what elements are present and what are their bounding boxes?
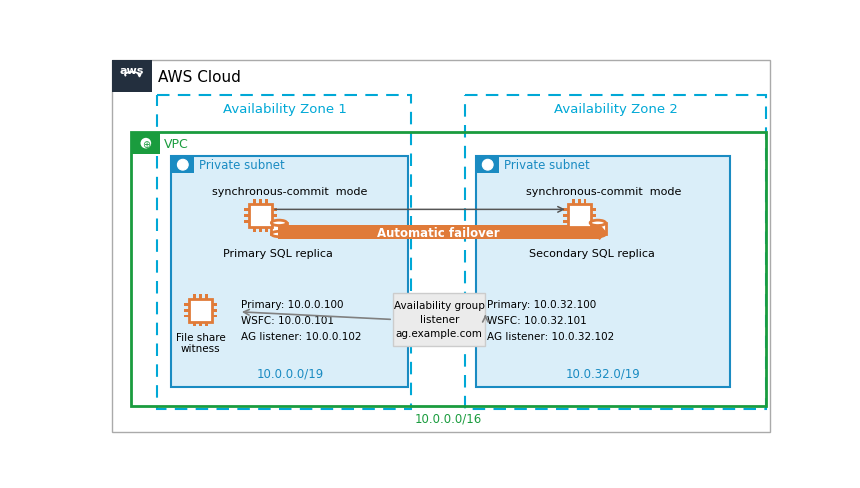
Bar [259, 200, 262, 204]
Bar [200, 294, 202, 299]
Bar [254, 227, 256, 232]
Text: ⊕: ⊕ [484, 162, 491, 171]
Bar [465, 96, 765, 409]
Bar [393, 293, 485, 346]
Text: AWS Cloud: AWS Cloud [158, 69, 241, 84]
Bar [591, 209, 595, 212]
Bar [563, 221, 568, 223]
Text: synchronous-commit  mode: synchronous-commit mode [525, 186, 681, 197]
Bar [184, 304, 189, 306]
Bar [205, 294, 207, 299]
Bar [171, 157, 194, 174]
Text: 10.0.0.0/16: 10.0.0.0/16 [415, 412, 482, 425]
Ellipse shape [590, 221, 605, 226]
Bar [259, 227, 262, 232]
Text: 10.0.32.0/19: 10.0.32.0/19 [566, 367, 641, 380]
Bar [171, 157, 408, 387]
Bar [272, 215, 277, 218]
Text: ⊕: ⊕ [180, 162, 186, 171]
Bar [184, 315, 189, 318]
Bar [265, 200, 267, 204]
Bar [244, 215, 249, 218]
Text: synchronous-commit  mode: synchronous-commit mode [212, 186, 367, 197]
Bar [205, 322, 207, 327]
Text: Primary: 10.0.0.100
WSFC: 10.0.0.101
AG listener: 10.0.0.102: Primary: 10.0.0.100 WSFC: 10.0.0.101 AG … [241, 300, 361, 341]
Text: Availability Zone 1: Availability Zone 1 [223, 103, 347, 116]
Bar [184, 309, 189, 312]
Bar [194, 322, 196, 327]
Bar [568, 204, 591, 227]
Bar [272, 224, 286, 235]
Bar [563, 215, 568, 218]
Bar [584, 227, 587, 232]
Bar [563, 209, 568, 212]
Bar [591, 221, 595, 223]
Ellipse shape [272, 221, 286, 226]
Circle shape [482, 160, 493, 171]
Bar [476, 157, 730, 387]
Circle shape [177, 160, 188, 171]
Bar [272, 221, 277, 223]
Text: Primary SQL replica: Primary SQL replica [224, 248, 333, 258]
Ellipse shape [272, 232, 286, 237]
Bar [212, 309, 217, 312]
Ellipse shape [590, 232, 605, 237]
Text: Automatic failover: Automatic failover [378, 226, 500, 239]
Bar [132, 133, 161, 155]
Bar [584, 200, 587, 204]
Bar [278, 225, 599, 240]
Bar [572, 200, 575, 204]
Text: aws: aws [120, 66, 144, 76]
Text: Private subnet: Private subnet [504, 159, 590, 172]
Bar [254, 200, 256, 204]
Bar [200, 322, 202, 327]
Bar [132, 133, 765, 407]
Bar [244, 221, 249, 223]
Text: Secondary SQL replica: Secondary SQL replica [529, 248, 654, 258]
Bar [212, 315, 217, 318]
Text: Availability group
listener
ag.example.com: Availability group listener ag.example.c… [394, 301, 485, 339]
Bar [578, 227, 581, 232]
Bar [249, 204, 272, 227]
Bar [590, 224, 605, 235]
Text: Private subnet: Private subnet [199, 159, 285, 172]
Text: VPC: VPC [164, 137, 189, 150]
Text: Primary: 10.0.32.100
WSFC: 10.0.32.101
AG listener: 10.0.32.102: Primary: 10.0.32.100 WSFC: 10.0.32.101 A… [487, 300, 614, 341]
Bar [212, 304, 217, 306]
Bar [578, 200, 581, 204]
Bar [157, 96, 411, 409]
Text: ⊕: ⊕ [142, 140, 150, 150]
Circle shape [139, 138, 152, 150]
Bar [194, 294, 196, 299]
Bar [476, 157, 500, 174]
Bar [244, 209, 249, 212]
Bar [591, 215, 595, 218]
Bar [265, 227, 267, 232]
Text: File share
witness: File share witness [175, 332, 225, 354]
Polygon shape [599, 225, 605, 240]
Text: Availability Zone 2: Availability Zone 2 [554, 103, 678, 116]
Bar [272, 209, 277, 212]
Bar [572, 227, 575, 232]
Bar [112, 61, 152, 93]
Text: 10.0.0.0/19: 10.0.0.0/19 [256, 367, 323, 380]
Bar [189, 299, 212, 322]
